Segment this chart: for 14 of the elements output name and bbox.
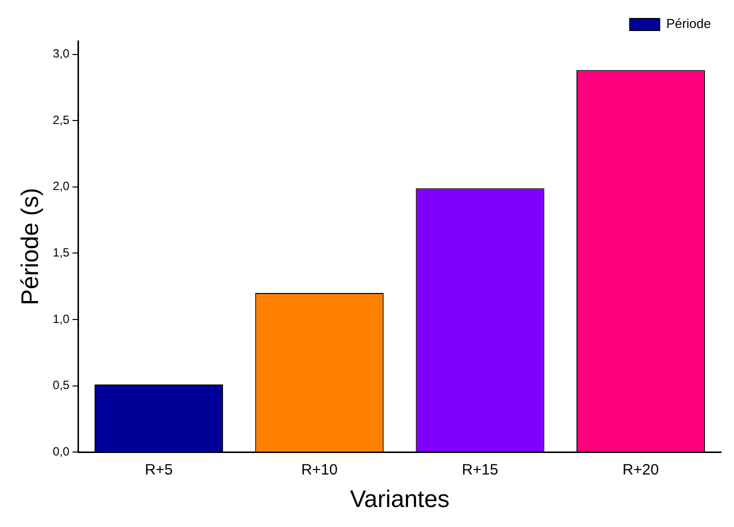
x-tick-label: R+15: [462, 461, 498, 478]
x-tick-label: R+20: [622, 461, 659, 478]
x-tick-label: R+5: [144, 461, 173, 478]
y-tick-label: 1,0: [52, 312, 70, 326]
y-tick-label: 1,5: [52, 246, 70, 260]
x-axis-title: Variantes: [350, 486, 450, 514]
y-tick-label: 2,0: [52, 179, 70, 194]
y-tick-label: 0,0: [52, 444, 70, 459]
y-tick-label: 3,0: [52, 46, 70, 61]
x-tick-label: R+10: [301, 461, 338, 478]
y-tick-label: 2,5: [52, 112, 70, 127]
legend-label: Période: [666, 16, 712, 32]
y-axis-title: Période (s): [17, 188, 44, 306]
y-tick-label: 0,5: [52, 378, 70, 392]
